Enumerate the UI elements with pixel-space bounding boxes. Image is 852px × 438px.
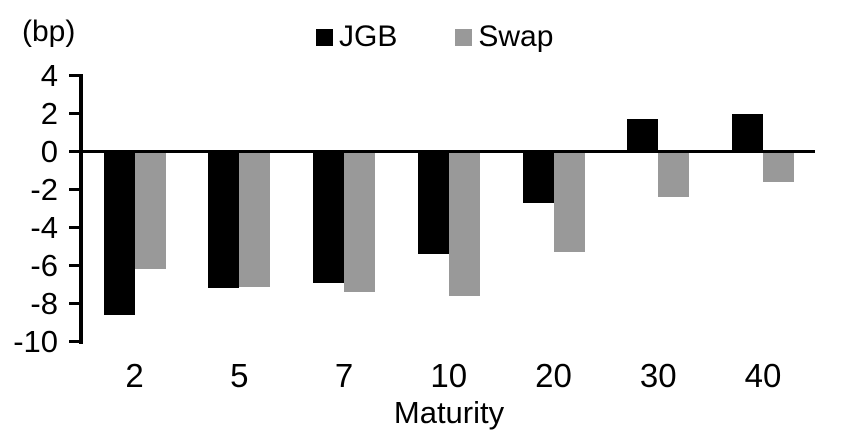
y-tick-label: -4 bbox=[30, 209, 58, 245]
x-axis-title: Maturity bbox=[393, 395, 505, 430]
bar-swap-20 bbox=[553, 151, 585, 253]
swap-color-swatch bbox=[455, 28, 473, 46]
y-tick-label: 0 bbox=[40, 133, 58, 169]
legend-item-swap: Swap bbox=[455, 22, 553, 52]
legend-item-jgb: JGB bbox=[316, 22, 397, 52]
y-axis-tick bbox=[69, 302, 83, 306]
bar-jgb-10 bbox=[417, 151, 449, 255]
bar-swap-30 bbox=[658, 151, 690, 198]
bar-jgb-2 bbox=[103, 151, 135, 316]
x-tick-label: 5 bbox=[230, 357, 249, 394]
bar-swap-2 bbox=[134, 151, 166, 270]
x-tick-label: 7 bbox=[334, 357, 354, 394]
x-tick-label: 30 bbox=[639, 357, 677, 394]
y-tick-label: -8 bbox=[30, 285, 58, 321]
y-axis-unit-label: (bp) bbox=[22, 15, 76, 48]
x-tick-label: 20 bbox=[535, 357, 572, 394]
x-tick-label: 40 bbox=[744, 357, 782, 394]
bar-jgb-7 bbox=[313, 151, 344, 283]
y-axis-tick bbox=[69, 226, 83, 230]
y-axis-tick bbox=[69, 188, 83, 192]
bar-jgb-5 bbox=[208, 151, 240, 289]
y-axis-tick bbox=[69, 150, 83, 154]
legend: JGB Swap bbox=[316, 22, 553, 52]
jgb-color-swatch bbox=[316, 28, 333, 46]
y-tick-label: -6 bbox=[30, 247, 58, 283]
y-axis-tick bbox=[69, 264, 83, 268]
y-axis-tick bbox=[69, 74, 83, 78]
legend-label-jgb: JGB bbox=[339, 20, 398, 53]
bar-jgb-30 bbox=[627, 119, 659, 152]
bar-swap-40 bbox=[763, 151, 794, 183]
bar-swap-10 bbox=[448, 151, 480, 297]
x-tick-label: 10 bbox=[430, 357, 468, 394]
x-tick-label: 2 bbox=[125, 357, 144, 394]
y-axis-tick bbox=[69, 112, 83, 116]
y-tick-label: 4 bbox=[40, 57, 58, 93]
y-tick-label: -10 bbox=[13, 323, 58, 359]
zero-axis-line bbox=[81, 149, 815, 154]
y-axis-tick bbox=[69, 340, 83, 344]
bar-jgb-40 bbox=[732, 113, 763, 152]
y-axis-line bbox=[79, 74, 83, 344]
legend-label-swap: Swap bbox=[478, 20, 554, 53]
bar-swap-5 bbox=[239, 151, 271, 287]
y-tick-label: 2 bbox=[40, 95, 58, 131]
bar-jgb-20 bbox=[522, 151, 554, 203]
y-tick-label: -2 bbox=[30, 171, 58, 207]
bar-swap-7 bbox=[344, 151, 375, 293]
